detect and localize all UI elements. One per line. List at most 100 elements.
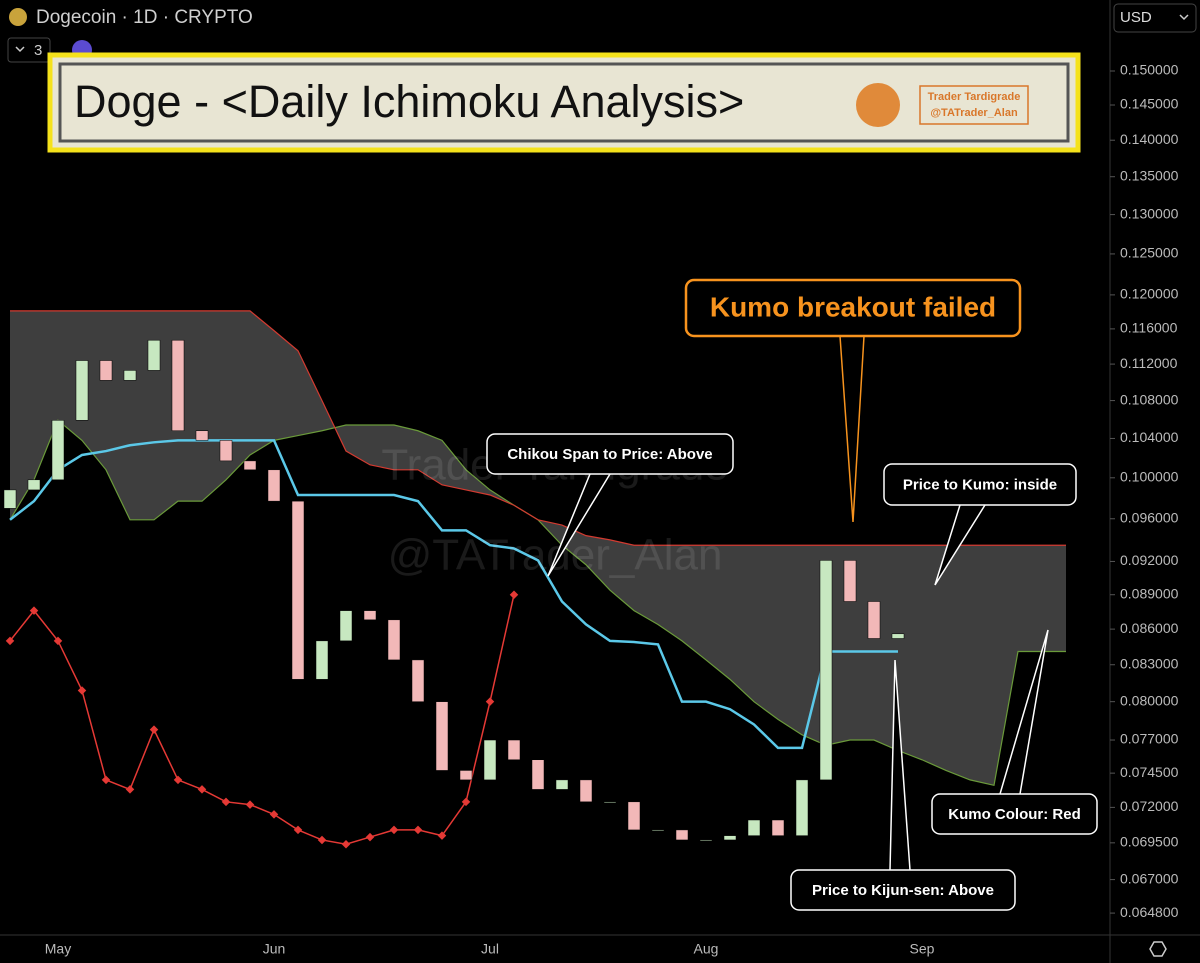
candle-body (723, 835, 737, 841)
y-tick-label: 0.140000 (1120, 131, 1179, 147)
candle-body (675, 829, 689, 841)
candle-body (459, 770, 473, 781)
callout-box (883, 463, 1077, 506)
callout-text: Kumo Colour: Red (948, 806, 1081, 823)
candle-body (339, 610, 353, 642)
x-tick-label: Jun (263, 941, 286, 957)
callout-text: Price to Kumo: inside (903, 476, 1057, 493)
chikou-point (461, 797, 471, 807)
brand-handle: @TATrader_Alan (930, 107, 1018, 119)
x-tick-label: Aug (694, 941, 719, 957)
candle-body (219, 440, 233, 462)
candle-body (267, 469, 281, 502)
chikou-point (317, 835, 327, 845)
candle-body (387, 619, 401, 661)
plot-area (3, 310, 1066, 849)
callout-text: Kumo breakout failed (710, 291, 996, 322)
y-tick-label: 0.145000 (1120, 96, 1179, 112)
candle-body (411, 659, 425, 702)
candle-body (627, 801, 641, 831)
candle-body (603, 801, 617, 804)
candle-body (507, 739, 521, 761)
indicator-toggle[interactable] (7, 37, 51, 63)
callout-pointer (547, 473, 611, 577)
y-tick-label: 0.083000 (1120, 655, 1179, 671)
candle-body (819, 560, 833, 781)
candle-body (699, 839, 713, 842)
symbol-title: Dogecoin · 1D · CRYPTO (36, 7, 253, 28)
candle-body (531, 759, 545, 790)
x-tick-label: Jul (481, 941, 499, 957)
candle-body (555, 779, 569, 790)
span-b-line (10, 310, 1066, 546)
candle-body (51, 420, 65, 481)
chikou-point (509, 590, 519, 599)
x-tick-label: Sep (910, 941, 935, 957)
chevron-icon (1179, 14, 1189, 21)
y-tick-label: 0.086000 (1120, 620, 1179, 636)
candle-body (891, 633, 905, 639)
candle-body (291, 500, 305, 680)
candle-body (123, 370, 137, 381)
y-tick-label: 0.074500 (1120, 764, 1179, 780)
candle-body (651, 829, 665, 832)
chikou-point (269, 810, 279, 819)
candle-body (579, 779, 593, 803)
chikou-point (485, 697, 495, 706)
banner (47, 52, 1081, 153)
y-tick-label: 0.067000 (1120, 870, 1179, 886)
y-tick-label: 0.135000 (1120, 167, 1179, 183)
candle-body (435, 701, 449, 771)
y-tick-label: 0.100000 (1120, 469, 1179, 485)
y-tick-label: 0.150000 (1120, 62, 1179, 78)
coin-icon (9, 8, 27, 26)
y-tick-label: 0.116000 (1120, 320, 1178, 336)
annotations: Kumo breakout failed Chikou Span to Price… (486, 278, 1098, 911)
candle-body (243, 460, 257, 471)
y-tick-label: 0.120000 (1120, 286, 1179, 302)
candle-body (99, 360, 113, 381)
candle-body (363, 610, 377, 621)
y-tick-label: 0.112000 (1120, 355, 1178, 371)
callout-pointer (934, 504, 986, 586)
settings-icon[interactable] (1149, 941, 1167, 957)
candle-body (75, 360, 89, 421)
y-tick-label: 0.125000 (1120, 245, 1179, 261)
brand-name: Trader Tardigrade (928, 91, 1021, 103)
candle-body (867, 601, 881, 639)
candle-body (195, 430, 209, 441)
tardigrade-logo (856, 83, 900, 127)
y-tick-label: 0.092000 (1120, 552, 1179, 568)
y-tick-label: 0.072000 (1120, 798, 1179, 814)
y-tick-label: 0.080000 (1120, 692, 1179, 708)
x-tick-label: May (45, 941, 71, 957)
brand-box (919, 85, 1029, 125)
banner-inner-border (58, 62, 1070, 143)
kijun-line (9, 439, 898, 750)
y-tick-label: 0.077000 (1120, 731, 1179, 747)
callout-text: Price to Kijun-sen: Above (812, 882, 994, 899)
callout-box (684, 278, 1022, 338)
kumo-fill (10, 310, 1066, 786)
currency-selector[interactable] (1113, 3, 1197, 33)
chikou-point (365, 832, 375, 842)
y-tick-label: 0.089000 (1120, 585, 1179, 601)
callout-pointer (889, 659, 911, 871)
callout-pointer (999, 629, 1049, 795)
callout-text: Chikou Span to Price: Above (507, 446, 712, 463)
candle-body (27, 479, 41, 491)
y-tick-label: 0.130000 (1120, 205, 1179, 221)
y-tick-label: 0.104000 (1120, 429, 1179, 445)
candle-body (147, 339, 161, 371)
callout-box (790, 869, 1016, 911)
banner-title: Doge - <Daily Ichimoku Analysis> (74, 76, 744, 127)
candle-body (747, 819, 761, 836)
currency: USD (1120, 9, 1152, 26)
chikou-point (437, 831, 447, 840)
callout-box (486, 433, 734, 475)
y-tick-label: 0.096000 (1120, 509, 1179, 525)
y-tick-label: 0.069500 (1120, 834, 1179, 850)
candle-body (771, 819, 785, 836)
callout-box (931, 793, 1098, 835)
chikou-point (413, 825, 423, 835)
